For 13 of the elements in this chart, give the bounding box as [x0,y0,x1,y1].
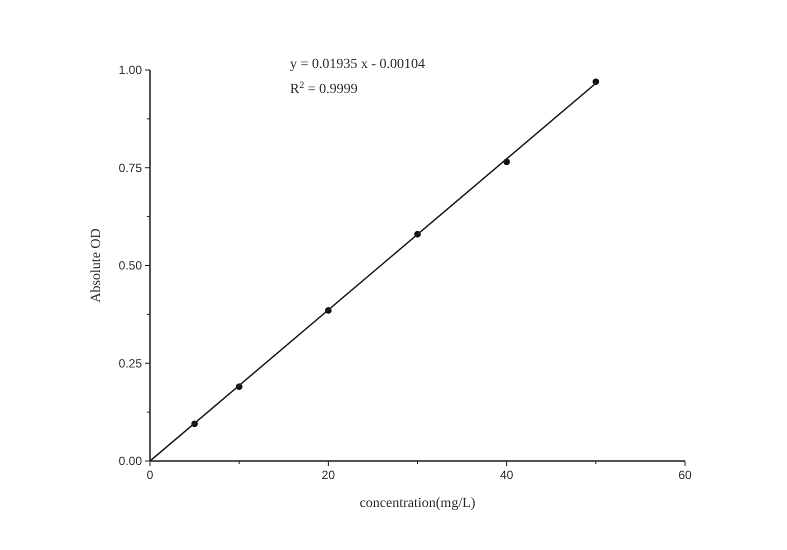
y-tick-label: 0.50 [118,258,142,272]
x-tick-label: 0 [146,468,154,482]
x-tick-label: 40 [500,468,514,482]
y-tick-label: 0.00 [118,454,142,468]
x-tick-label: 20 [322,468,336,482]
y-tick-label: 1.00 [118,63,142,77]
x-tick-label: 60 [678,468,692,482]
annotation: R$^{2}$ = 0.9999 [290,80,358,97]
x-axis-title: concentration(mg/L) [360,496,476,511]
y-tick-label: 0.25 [118,356,142,370]
y-tick-label: 0.75 [118,160,142,175]
annotation: y = 0.01935 x - 0.00104 [290,57,426,72]
y-axis-title: Absolute OD [89,228,104,303]
